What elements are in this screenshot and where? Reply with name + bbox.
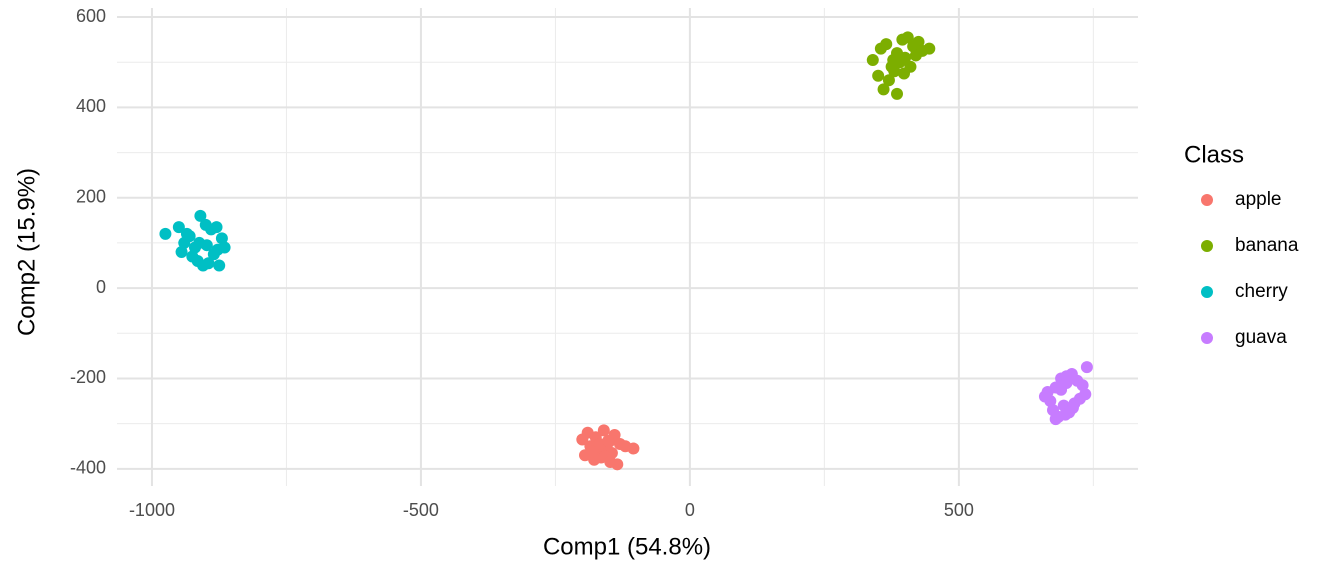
point bbox=[211, 243, 224, 256]
point bbox=[866, 53, 879, 66]
point bbox=[172, 221, 185, 234]
legend-label: cherry bbox=[1235, 281, 1288, 302]
legend-marker bbox=[1201, 194, 1213, 206]
point bbox=[194, 209, 207, 222]
point bbox=[872, 69, 885, 82]
point bbox=[602, 434, 615, 447]
point bbox=[1059, 408, 1072, 421]
point bbox=[916, 44, 929, 57]
point bbox=[175, 245, 188, 258]
y-tick-label: -200 bbox=[70, 367, 106, 387]
legend-marker bbox=[1201, 240, 1213, 252]
y-axis-title: Comp2 (15.9%) bbox=[13, 168, 40, 336]
point bbox=[1080, 361, 1093, 374]
y-tick-label: 600 bbox=[76, 6, 106, 26]
point bbox=[1060, 370, 1073, 383]
point bbox=[576, 433, 589, 446]
point bbox=[215, 232, 228, 245]
point bbox=[180, 227, 193, 240]
point bbox=[585, 445, 598, 458]
point bbox=[1076, 379, 1089, 392]
point bbox=[210, 221, 223, 234]
y-tick-label: -400 bbox=[70, 458, 106, 478]
point bbox=[880, 38, 893, 51]
x-tick-label: -500 bbox=[403, 500, 439, 520]
point bbox=[159, 227, 172, 240]
point bbox=[887, 53, 900, 66]
point bbox=[912, 35, 925, 48]
legend-marker bbox=[1201, 286, 1213, 298]
legend-label: banana bbox=[1235, 235, 1299, 256]
point bbox=[1049, 413, 1062, 426]
x-axis-title: Comp1 (54.8%) bbox=[543, 533, 711, 560]
x-tick-label: -1000 bbox=[129, 500, 175, 520]
point bbox=[213, 259, 226, 272]
y-tick-label: 0 bbox=[96, 277, 106, 297]
point bbox=[899, 51, 912, 64]
point bbox=[888, 65, 901, 78]
point bbox=[627, 442, 640, 455]
x-tick-label: 500 bbox=[944, 500, 974, 520]
x-tick-label: 0 bbox=[685, 500, 695, 520]
point bbox=[200, 239, 213, 252]
y-tick-label: 200 bbox=[76, 187, 106, 207]
point bbox=[604, 456, 617, 469]
point bbox=[897, 67, 910, 80]
legend-title: Class bbox=[1184, 141, 1244, 168]
point bbox=[877, 83, 890, 96]
point bbox=[1038, 390, 1051, 403]
point bbox=[891, 87, 904, 100]
legend-label: guava bbox=[1235, 327, 1287, 348]
point bbox=[901, 31, 914, 44]
legend-label: apple bbox=[1235, 189, 1282, 210]
point bbox=[882, 74, 895, 87]
point bbox=[597, 424, 610, 437]
point bbox=[1073, 392, 1086, 405]
point bbox=[1055, 383, 1068, 396]
legend-marker bbox=[1201, 332, 1213, 344]
point bbox=[202, 257, 215, 270]
y-tick-label: 400 bbox=[76, 96, 106, 116]
